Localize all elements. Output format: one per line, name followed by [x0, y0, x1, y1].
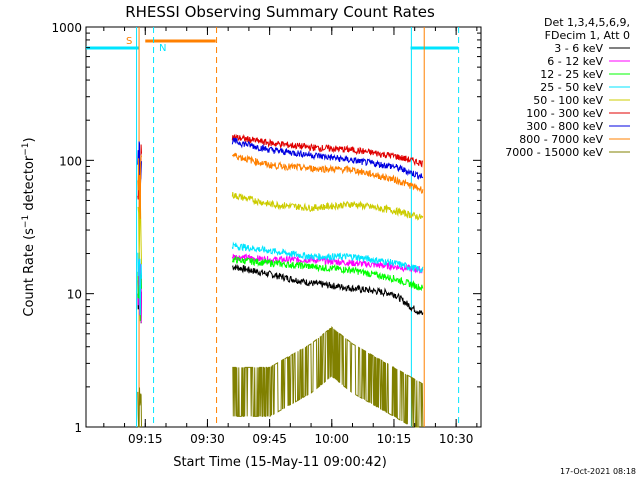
x-tick-label-1: 09:30 — [190, 432, 225, 446]
legend-label-7: 800 - 7000 keV — [519, 133, 603, 146]
annotation-n: N — [159, 43, 166, 54]
status-bars — [86, 39, 459, 50]
y-axis-label-sup1: −1 — [21, 215, 31, 228]
legend-label-0: 3 - 6 keV — [554, 42, 603, 55]
y-tick-label-3: 1000 — [51, 21, 82, 35]
y-tick-label-1: 10 — [67, 288, 82, 302]
y-axis-label-main: Count Rate (s — [22, 228, 37, 317]
legend-header-2: FDecim 1, Att 0 — [545, 29, 630, 42]
chart-title: RHESSI Observing Summary Count Rates — [125, 3, 435, 21]
x-axis-label: Start Time (15-May-11 09:00:42) — [173, 455, 387, 470]
x-tick-label-2: 09:45 — [252, 432, 287, 446]
x-tick-label-3: 10:00 — [314, 432, 349, 446]
series-spike-7 — [137, 155, 142, 219]
x-tick-label-5: 10:30 — [439, 432, 474, 446]
legend-label-8: 7000 - 15000 keV — [505, 146, 603, 159]
series-line-2 — [231, 255, 424, 292]
series-line-7 — [231, 152, 424, 194]
series-line-6 — [231, 137, 424, 180]
series-spike-3 — [137, 252, 142, 316]
legend-label-2: 12 - 25 keV — [540, 68, 603, 81]
legend-header-1: Det 1,3,4,5,6,9, — [544, 16, 630, 29]
x-tick-label-0: 09:15 — [128, 432, 163, 446]
y-axis-label-mid: detector — [22, 155, 37, 215]
series-line-3 — [231, 241, 424, 273]
legend-label-1: 6 - 12 keV — [547, 55, 603, 68]
series-line-8 — [232, 326, 424, 428]
x-tick-label-4: 10:15 — [377, 432, 412, 446]
y-tick-label-2: 100 — [59, 154, 82, 168]
series-spike-8 — [137, 387, 142, 428]
legend-label-3: 25 - 50 keV — [540, 81, 603, 94]
annotation-s: S — [126, 36, 132, 47]
series-line-5 — [231, 133, 424, 168]
axis-ticks: 09:15 09:30 09:45 10:00 10:15 10:30 1 10 100 1000 — [51, 21, 481, 446]
series-line-1 — [231, 253, 424, 274]
series-spike-4 — [137, 195, 142, 265]
legend-label-5: 100 - 300 keV — [526, 107, 603, 120]
y-axis-label-end: ) — [22, 137, 37, 142]
legend-label-6: 300 - 800 keV — [526, 120, 603, 133]
y-axis-label-sup2: −1 — [21, 142, 31, 155]
y-tick-label-0: 1 — [74, 421, 82, 435]
legend: Det 1,3,4,5,6,9, FDecim 1, Att 0 3 - 6 k… — [505, 16, 630, 159]
interval-lines — [136, 27, 460, 427]
plot-frame — [85, 26, 482, 428]
legend-label-4: 50 - 100 keV — [533, 94, 603, 107]
footer-date: 17-Oct-2021 08:18 — [560, 467, 636, 476]
series-line-4 — [231, 192, 424, 221]
y-axis-label: Count Rate (s−1 detector−1) — [21, 137, 37, 316]
series-layer — [137, 133, 424, 428]
series-line-0 — [231, 264, 424, 316]
